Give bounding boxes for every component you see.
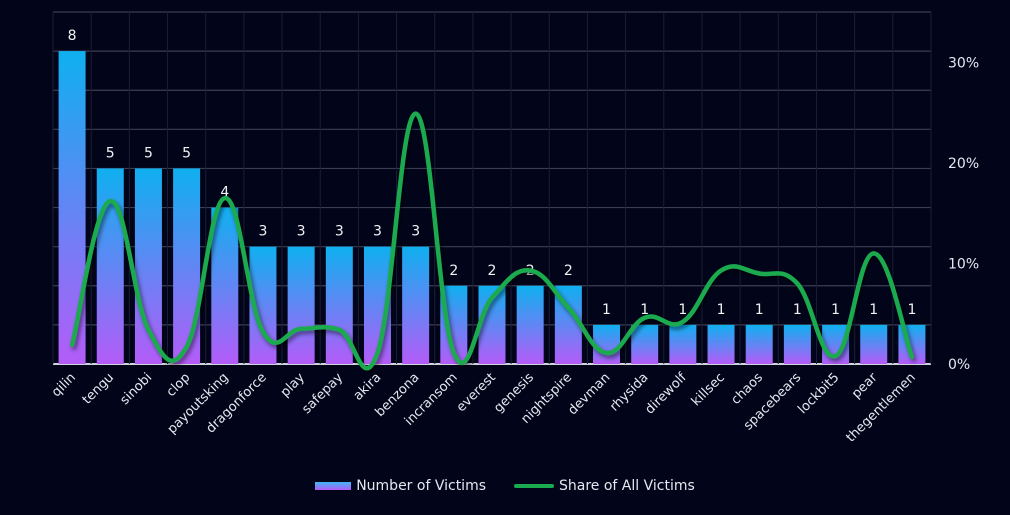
bar-value-label: 3: [258, 224, 267, 240]
bar-value-label: 2: [564, 263, 573, 279]
bar[interactable]: [707, 324, 735, 364]
legend-label-share: Share of All Victims: [559, 478, 695, 494]
bar-series: [58, 51, 926, 364]
x-tick-label: clop: [164, 370, 194, 400]
x-tick-label: devman: [565, 370, 613, 418]
x-tick-label: everest: [454, 370, 499, 415]
bar-value-label: 2: [449, 263, 458, 279]
bar-value-label: 3: [297, 224, 306, 240]
y2-tick-label: 20%: [948, 156, 979, 172]
bar-value-label: 8: [68, 28, 77, 44]
bar-value-label: 3: [373, 224, 382, 240]
bar-value-label: 5: [144, 145, 153, 161]
bar-value-label: 1: [793, 302, 802, 318]
bar-value-label: 1: [678, 302, 687, 318]
bar-value-label: 1: [640, 302, 649, 318]
bar[interactable]: [631, 324, 659, 364]
bar-value-label: 5: [106, 145, 115, 161]
bar[interactable]: [860, 324, 888, 364]
bar-value-label: 1: [602, 302, 611, 318]
legend-item-share[interactable]: Share of All Victims: [514, 478, 695, 494]
legend-bar-swatch: [315, 482, 352, 490]
legend: Number of Victims Share of All Victims: [0, 478, 1010, 494]
legend-label-victims: Number of Victims: [356, 478, 487, 494]
bar-value-labels: 85 5 543 3 3 3 32 2 2 21 1 1 1 1 1 1 1 1: [68, 28, 917, 318]
bar-value-label: 1: [907, 302, 916, 318]
y2-tick-label: 30%: [948, 55, 979, 71]
bar[interactable]: [516, 285, 544, 364]
legend-item-victims[interactable]: Number of Victims: [315, 478, 486, 494]
bar[interactable]: [669, 324, 697, 364]
x-tick-label: lockbit5: [795, 370, 842, 417]
bar[interactable]: [173, 168, 201, 364]
y2-tick-label: 10%: [948, 256, 979, 272]
bar-value-label: 1: [755, 302, 764, 318]
right-axis-ticks: 0% 10% 20% 30%: [948, 55, 979, 373]
bar[interactable]: [211, 207, 239, 364]
x-tick-label: safepay: [299, 370, 346, 417]
x-tick-label: pear: [849, 370, 881, 402]
bar[interactable]: [783, 324, 811, 364]
bar[interactable]: [134, 168, 162, 364]
bar[interactable]: [58, 51, 86, 364]
bar-value-label: 3: [335, 224, 344, 240]
x-tick-label: play: [278, 370, 308, 400]
x-tick-label: killsec: [689, 370, 728, 409]
line-series: [69, 111, 915, 371]
bar-value-label: 1: [831, 302, 840, 318]
x-axis-ticks: qilin tengu sinobi cloppayoutskingdragonfor…: [49, 370, 919, 446]
bar[interactable]: [745, 324, 773, 364]
bar[interactable]: [287, 246, 315, 364]
bar[interactable]: [402, 246, 430, 364]
bar-value-label: 2: [488, 263, 497, 279]
x-tick-label: sinobi: [117, 370, 155, 408]
bar-value-label: 1: [869, 302, 878, 318]
bar[interactable]: [96, 168, 124, 364]
x-tick-label: tengu: [80, 370, 117, 407]
x-tick-label: akira: [351, 370, 385, 404]
bar-value-label: 1: [717, 302, 726, 318]
bar-value-label: 4: [220, 185, 229, 201]
y2-tick-label: 0%: [948, 357, 970, 373]
share-line[interactable]: [69, 111, 915, 371]
bar[interactable]: [325, 246, 353, 364]
legend-line-swatch: [514, 484, 555, 488]
bar-value-label: 3: [411, 224, 420, 240]
chart: 85 5 543 3 3 3 32 2 2 21 1 1 1 1 1 1 1 1 0%10%20%30% qili…: [49, 11, 979, 446]
bar-value-label: 5: [182, 145, 191, 161]
x-tick-label: direwolf: [643, 370, 690, 417]
x-tick-label: qilin: [49, 370, 79, 400]
bar[interactable]: [593, 324, 621, 364]
x-tick-label: thegentlemen: [843, 370, 918, 445]
